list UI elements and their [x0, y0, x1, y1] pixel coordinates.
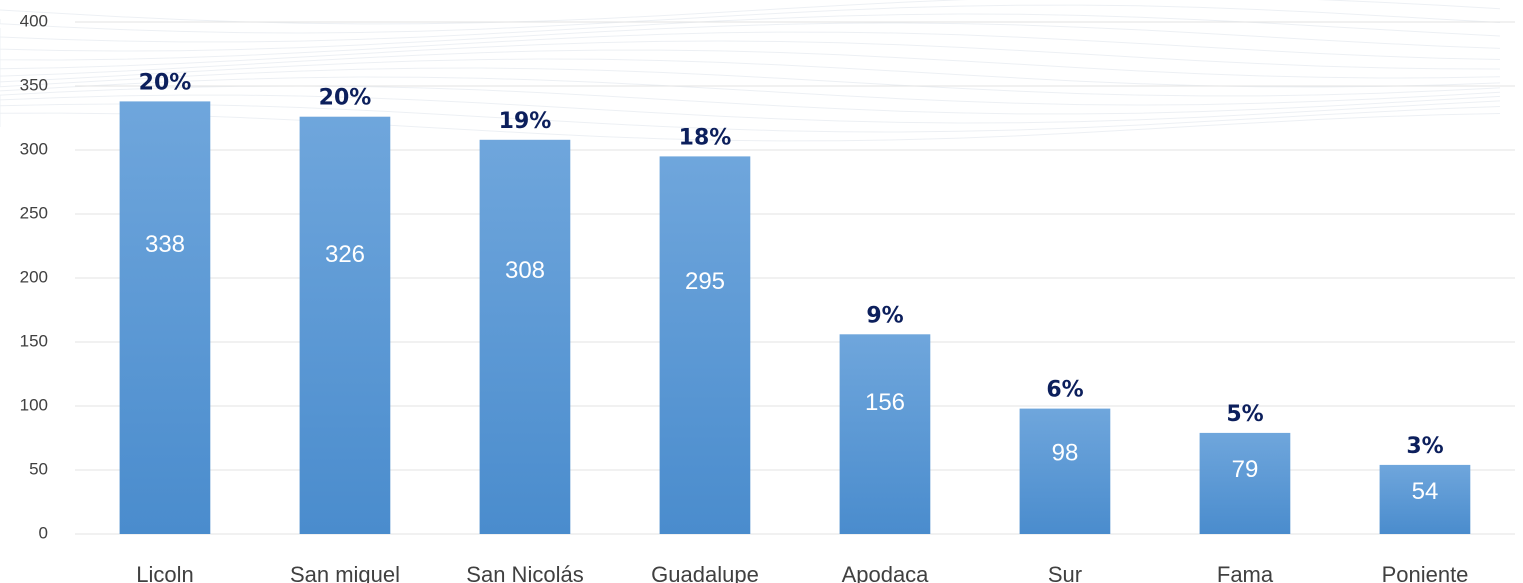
- bar-percent-label: 3%: [1406, 434, 1443, 459]
- bar-percent-label: 19%: [499, 109, 552, 134]
- y-tick-label: 100: [20, 395, 48, 414]
- bar-percent-label: 6%: [1046, 378, 1083, 403]
- bar: [839, 334, 931, 534]
- x-category-label: Fama: [1217, 562, 1274, 583]
- background-wave-line: [0, 49, 1501, 79]
- bars: 338 20% 326 20% 308 19% 295 18% 156 9% 98 6% 79 5% 54 3…: [119, 70, 1471, 535]
- x-axis-category-labels: Licoln San miguel San Nicolás Guadalupe Apod…: [136, 562, 1468, 583]
- bar: [479, 139, 571, 535]
- y-tick-label: 300: [20, 139, 48, 158]
- background-wave-line: [0, 58, 1501, 88]
- gridlines: [75, 21, 1515, 535]
- bar: [1379, 464, 1471, 534]
- y-tick-label: 50: [29, 459, 48, 478]
- bar-value-label: 79: [1232, 456, 1259, 483]
- bar: [1199, 432, 1291, 534]
- bar-value-label: 156: [865, 389, 905, 416]
- y-tick-label: 200: [20, 267, 48, 286]
- bar-value-label: 308: [505, 257, 545, 284]
- bar-percent-label: 20%: [319, 86, 372, 111]
- x-category-label: Apodaca: [842, 562, 930, 583]
- background-wave-line: [0, 76, 1501, 106]
- background-wave-line: [0, 0, 1501, 25]
- bar: [119, 101, 211, 535]
- background-wave-line: [0, 31, 1501, 61]
- bar: [1019, 408, 1111, 534]
- y-tick-label: 250: [20, 203, 48, 222]
- bar-value-label: 98: [1052, 440, 1079, 467]
- background-wave-line: [0, 94, 1501, 124]
- y-axis-tick-labels: 0 50 100 150 200 250 300 350 400: [20, 11, 48, 542]
- x-category-label: San miguel: [290, 562, 400, 583]
- bar-percent-label: 5%: [1226, 402, 1263, 427]
- bar-value-label: 326: [325, 241, 365, 268]
- bar-value-label: 338: [145, 231, 185, 258]
- x-category-label: San Nicolás: [466, 562, 583, 583]
- y-tick-label: 150: [20, 331, 48, 350]
- bar: [299, 116, 391, 534]
- x-category-label: Licoln: [136, 562, 193, 583]
- background-wave-line: [0, 4, 1501, 34]
- x-category-label: Poniente: [1382, 562, 1469, 583]
- y-tick-label: 400: [20, 11, 48, 30]
- bar-percent-label: 20%: [139, 70, 192, 95]
- background-wave-pattern: [0, 0, 1501, 142]
- bar-percent-label: 18%: [679, 125, 732, 150]
- x-category-label: Sur: [1048, 562, 1082, 583]
- y-tick-label: 0: [39, 523, 48, 542]
- background-wave-line: [0, 67, 1501, 97]
- bar-percent-label: 9%: [866, 303, 903, 328]
- bar-value-label: 295: [685, 268, 725, 295]
- background-wave-line: [0, 40, 1501, 70]
- background-wave-line: [0, 85, 1501, 115]
- y-tick-label: 350: [20, 75, 48, 94]
- x-category-label: Guadalupe: [651, 562, 759, 583]
- bar-value-label: 54: [1412, 478, 1439, 505]
- bar: [659, 156, 751, 534]
- background-wave-line: [0, 22, 1501, 52]
